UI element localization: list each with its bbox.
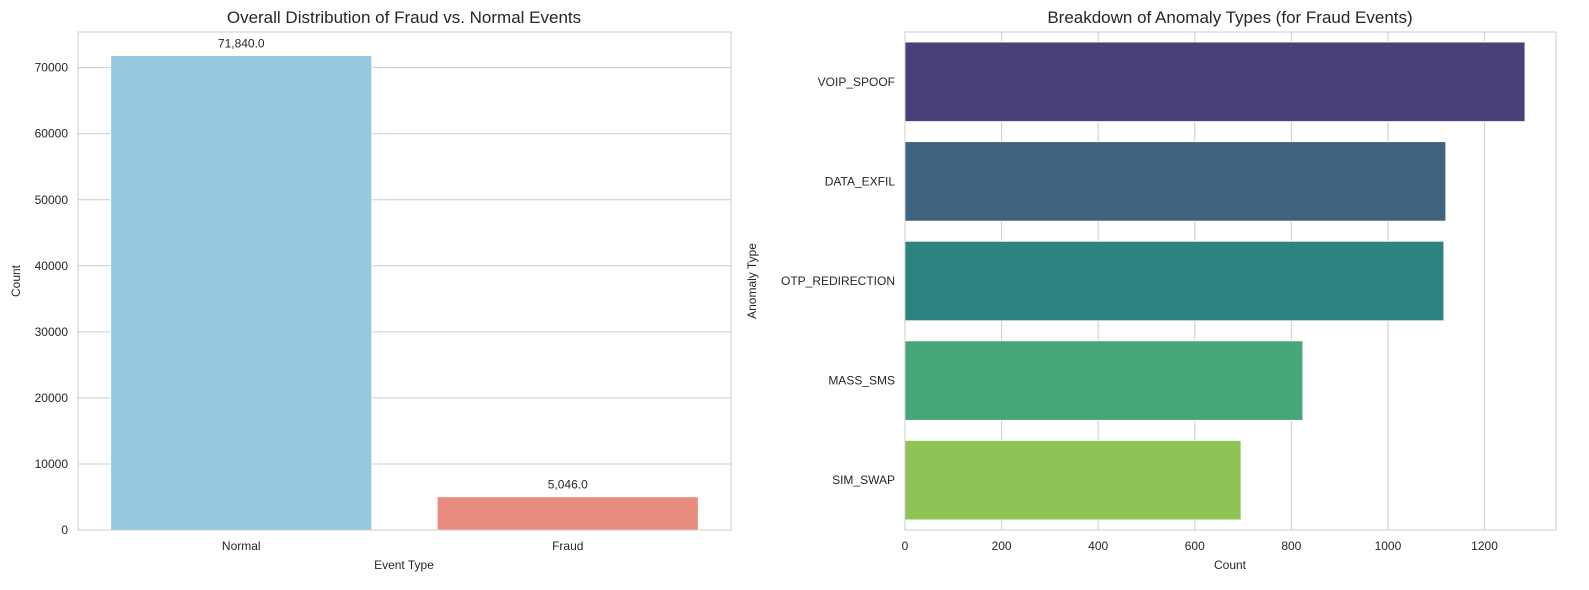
bar-sim-swap (904, 439, 1242, 521)
y-tick-label: 30000 (35, 325, 69, 339)
y-axis-label: Anomaly Type (745, 243, 759, 319)
chart-title: Overall Distribution of Fraud vs. Normal… (227, 8, 581, 27)
y-axis-label: Count (9, 264, 23, 297)
y-tick-label: 20000 (35, 391, 69, 405)
data-labels: 71,840.0 5,046.0 (218, 37, 588, 492)
x-tick-labels: 0 200 400 600 800 1000 1200 (902, 539, 1499, 553)
x-tick-labels: Normal Fraud (222, 539, 584, 553)
y-tick-label: VOIP_SPOOF (818, 75, 895, 89)
y-tick-label: MASS_SMS (828, 374, 895, 388)
chart-title: Breakdown of Anomaly Types (for Fraud Ev… (1047, 8, 1412, 27)
y-tick-label: 70000 (35, 61, 69, 75)
y-tick-label: DATA_EXFIL (825, 174, 896, 188)
y-tick-label: 40000 (35, 259, 69, 273)
bar-voip-spoof (904, 41, 1526, 123)
y-tick-label: 50000 (35, 193, 69, 207)
x-tick-label: 1000 (1375, 539, 1402, 553)
y-tick-labels: VOIP_SPOOF DATA_EXFIL OTP_REDIRECTION MASS_… (781, 75, 895, 487)
bar-normal (110, 55, 373, 531)
bar-fraud (436, 496, 699, 531)
bars (110, 55, 699, 531)
y-tick-label: 60000 (35, 127, 69, 141)
anomaly-types-chart: Breakdown of Anomaly Types (for Fraud Ev… (745, 8, 1557, 572)
bars (904, 41, 1526, 521)
y-tick-label: 10000 (35, 457, 69, 471)
y-tick-labels: 0 10000 20000 30000 40000 50000 60000 70000 (35, 61, 69, 537)
bar-value-label: 71,840.0 (218, 37, 265, 51)
plot-frame (77, 31, 732, 531)
x-tick-label: 400 (1088, 539, 1108, 553)
y-tick-label: 0 (61, 523, 68, 537)
bar-value-label: 5,046.0 (548, 478, 588, 492)
x-tick-label: 0 (902, 539, 909, 553)
x-tick-label: Fraud (552, 539, 583, 553)
x-tick-label: Normal (222, 539, 261, 553)
x-tick-label: 1200 (1471, 539, 1498, 553)
y-tick-label: SIM_SWAP (832, 473, 895, 487)
bar-mass-sms (904, 340, 1304, 421)
x-tick-label: 600 (1185, 539, 1205, 553)
bar-otp-redirection (904, 240, 1445, 322)
y-tick-label: OTP_REDIRECTION (781, 274, 895, 288)
x-tick-label: 200 (992, 539, 1012, 553)
x-tick-label: 800 (1281, 539, 1301, 553)
plot-frame (904, 31, 1557, 531)
fraud-vs-normal-chart: Overall Distribution of Fraud vs. Normal… (9, 8, 732, 572)
x-axis-label: Event Type (374, 558, 434, 572)
bar-data-exfil (904, 141, 1447, 222)
x-axis-label: Count (1214, 558, 1247, 572)
